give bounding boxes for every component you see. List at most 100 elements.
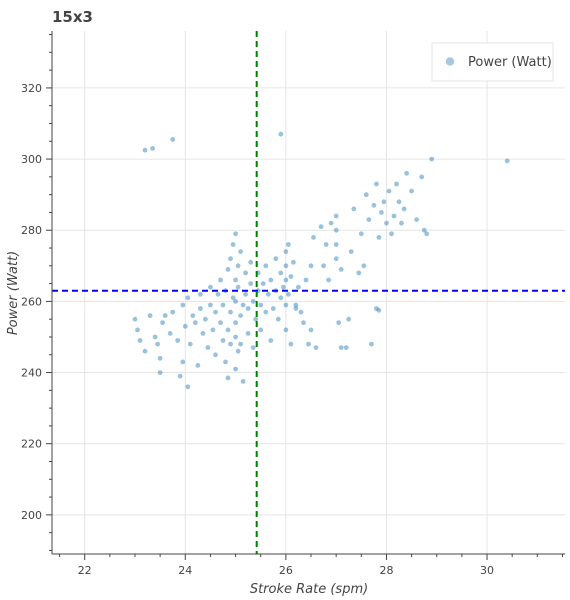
data-point — [170, 137, 176, 142]
data-point — [248, 281, 254, 286]
data-point — [230, 295, 236, 301]
data-point — [343, 345, 349, 350]
data-point — [260, 281, 266, 286]
data-point — [504, 158, 510, 164]
data-point — [195, 363, 201, 368]
y-tick-label: 220 — [21, 438, 42, 451]
data-point — [258, 327, 264, 333]
x-tick-label: 24 — [178, 564, 192, 577]
data-point — [245, 331, 251, 336]
y-tick-label: 320 — [21, 82, 42, 95]
data-point — [374, 306, 379, 311]
data-point — [371, 202, 377, 208]
data-point — [243, 270, 249, 276]
data-points — [132, 131, 510, 390]
data-point — [389, 231, 394, 237]
data-point — [210, 327, 216, 333]
data-point — [235, 284, 241, 290]
data-point — [182, 323, 188, 329]
data-point — [203, 316, 208, 322]
reference-lines — [52, 31, 565, 554]
legend-label: Power (Watt) — [468, 55, 552, 70]
y-tick-label: 300 — [21, 153, 42, 166]
data-point — [233, 277, 239, 283]
x-tick-label: 28 — [379, 564, 393, 577]
data-point — [215, 291, 221, 297]
data-point — [187, 341, 193, 347]
data-point — [213, 309, 218, 315]
data-point — [293, 302, 299, 308]
data-point — [238, 313, 244, 318]
data-point — [358, 231, 364, 237]
data-point — [333, 213, 339, 219]
data-point — [180, 302, 186, 308]
data-point — [394, 181, 399, 187]
data-point — [301, 320, 306, 326]
data-point — [135, 327, 140, 333]
data-point — [250, 345, 256, 350]
y-tick-label: 240 — [21, 367, 42, 380]
data-point — [180, 359, 186, 365]
data-point — [396, 199, 402, 205]
data-point — [157, 355, 163, 361]
data-point — [333, 227, 339, 233]
data-point — [192, 320, 198, 326]
data-point — [250, 299, 256, 304]
data-point — [288, 341, 294, 347]
data-point — [208, 284, 213, 290]
data-point — [386, 188, 392, 194]
data-point — [142, 147, 148, 153]
data-point — [218, 320, 223, 326]
data-point — [336, 320, 342, 326]
data-point — [283, 277, 289, 283]
legend-marker — [445, 57, 455, 66]
data-point — [338, 267, 344, 272]
data-point — [376, 307, 382, 313]
data-point — [381, 199, 387, 205]
data-point — [147, 313, 153, 318]
data-point — [220, 338, 226, 343]
data-point — [424, 231, 430, 237]
data-point — [162, 313, 168, 318]
data-point — [152, 334, 158, 340]
data-point — [170, 309, 176, 315]
x-tick-label: 26 — [279, 564, 293, 577]
data-point — [419, 174, 425, 180]
data-point — [233, 299, 239, 304]
data-point — [374, 181, 379, 187]
data-point — [243, 291, 249, 297]
data-point — [384, 220, 389, 226]
data-point — [404, 170, 409, 176]
data-point — [283, 302, 289, 308]
data-point — [356, 270, 362, 276]
data-point — [265, 291, 271, 297]
data-point — [286, 242, 291, 247]
data-point — [137, 338, 143, 343]
data-point — [185, 295, 191, 301]
data-point — [361, 263, 367, 269]
data-point — [142, 348, 148, 354]
data-point — [363, 192, 369, 198]
data-point — [429, 156, 435, 162]
data-point — [198, 291, 203, 297]
data-point — [177, 373, 183, 379]
y-axis-label: Power (Watt) — [6, 251, 21, 335]
y-tick-label: 280 — [21, 224, 42, 237]
grid-lines — [52, 31, 565, 554]
data-point — [296, 284, 301, 290]
data-point — [225, 375, 231, 381]
data-point — [230, 242, 236, 247]
data-point — [278, 131, 284, 137]
data-point — [245, 306, 251, 311]
data-point — [376, 235, 382, 240]
data-point — [238, 341, 244, 347]
data-point — [225, 267, 231, 272]
data-point — [160, 320, 166, 326]
data-point — [228, 309, 233, 315]
tick-labels: 22 24 26 28 30 200 220 240 260 280 300 320 — [21, 82, 494, 577]
data-point — [321, 263, 326, 269]
data-point — [157, 370, 163, 375]
data-point — [414, 217, 419, 223]
data-point — [220, 302, 226, 308]
